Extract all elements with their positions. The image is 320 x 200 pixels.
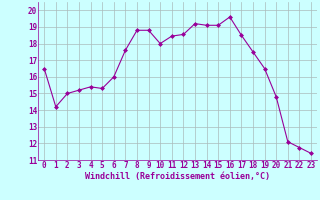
X-axis label: Windchill (Refroidissement éolien,°C): Windchill (Refroidissement éolien,°C) xyxy=(85,172,270,181)
